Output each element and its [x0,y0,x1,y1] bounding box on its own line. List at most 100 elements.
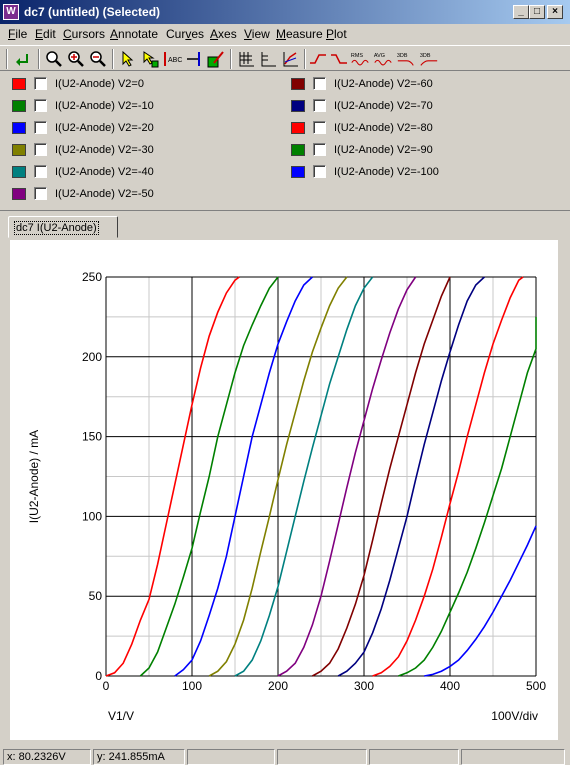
status-cell [369,749,459,765]
plot-panel[interactable]: 0 100 200 300 400 500 0 50 100 150 200 250 I(U2-Anod… [10,240,558,740]
cursor-y-readout: y: 241.855mA [93,749,185,765]
app-logo-icon[interactable]: W [3,4,19,20]
legend-label: I(U2-Anode) V2=-70 [334,100,433,112]
legend-color-swatch[interactable] [12,78,26,90]
menu-annotate[interactable]: Annotate [110,27,159,41]
status-cell [187,749,275,765]
x-scale-label: 100V/div [491,709,538,723]
marker-line-icon[interactable] [184,49,204,69]
zoom-fit-icon[interactable] [44,49,64,69]
3db-label: 3DB [420,53,431,59]
rms-button[interactable]: RMS [350,49,372,69]
curve-v2-9[interactable] [398,316,537,677]
legend-checkbox[interactable] [313,99,326,112]
curve-v2-3[interactable] [208,276,348,677]
status-cell [277,749,367,765]
cursor-icon[interactable] [118,49,138,69]
toolbar: ABC RMS AVG 3DB 3DB [0,45,570,71]
legend-color-swatch[interactable] [291,166,305,178]
edit-curve-icon[interactable] [206,49,226,69]
zoom-out-icon[interactable] [88,49,108,69]
legend-checkbox[interactable] [34,165,47,178]
menu-view[interactable]: View [244,27,270,41]
x-axis-label: V1/V [108,709,134,723]
label-abc-icon[interactable]: ABC [162,49,182,69]
legend-checkbox[interactable] [34,143,47,156]
curve-v2-10[interactable] [424,525,537,677]
x-tick-label: 400 [440,679,460,693]
graph-icon[interactable] [280,49,300,69]
cursor-x-readout: x: 80.2326V [3,749,91,765]
curve-v2-1[interactable] [139,276,279,677]
legend-color-swatch[interactable] [291,144,305,156]
legend-label: I(U2-Anode) V2=-80 [334,122,433,134]
toolbar-separator [304,49,306,69]
axes-icon[interactable] [258,49,278,69]
menu-axes[interactable]: Axes [210,27,237,41]
curve-v2-8[interactable] [372,276,524,677]
curve-legend: I(U2-Anode) V2=0 I(U2-Anode) V2=-10 I(U2-A… [4,70,564,204]
rms-label: RMS [351,53,363,59]
legend-label: I(U2-Anode) V2=-60 [334,78,433,90]
legend-label: I(U2-Anode) V2=-100 [334,166,439,178]
x-tick-label: 500 [526,679,546,693]
cursor-copy-icon[interactable] [140,49,160,69]
minimize-button[interactable]: _ [513,5,529,19]
curve-v2-5[interactable] [277,276,417,677]
legend-color-swatch[interactable] [12,100,26,112]
3db-low-button[interactable]: 3DB [419,49,441,69]
tab-label: dc7 I(U2-Anode) [14,221,99,235]
undo-arrow-icon[interactable] [12,49,32,69]
avg-label: AVG [374,53,385,59]
iv-curve-chart[interactable]: 0 100 200 300 400 500 0 50 100 150 200 250 I(U2-Anod… [10,240,558,740]
legend-color-swatch[interactable] [12,122,26,134]
legend-checkbox[interactable] [34,77,47,90]
y-tick-label: 100 [82,509,102,523]
curve-v2-4[interactable] [234,276,374,677]
y-tick-label: 0 [95,669,102,683]
menu-measure[interactable]: Measure [276,27,323,41]
avg-button[interactable]: AVG [373,49,395,69]
title-bar: W dc7 (untitled) (Selected) _ □ × [0,0,570,24]
legend-color-swatch[interactable] [291,100,305,112]
legend-color-swatch[interactable] [12,188,26,200]
curve-v2-2[interactable] [174,276,313,677]
curve-v2-7[interactable] [337,276,485,677]
legend-checkbox[interactable] [313,77,326,90]
menu-cursors[interactable]: Cursors [63,27,106,41]
menu-file[interactable]: File [8,27,28,41]
legend-checkbox[interactable] [34,99,47,112]
window-title: dc7 (untitled) (Selected) [24,5,161,19]
legend-color-swatch[interactable] [12,166,26,178]
legend-checkbox[interactable] [313,165,326,178]
legend-checkbox[interactable] [34,187,47,200]
rise-time-icon[interactable] [308,49,328,69]
legend-checkbox[interactable] [34,121,47,134]
fall-time-icon[interactable] [329,49,349,69]
tab-bar: dc7 I(U2-Anode) [0,210,570,238]
axes-grid-icon[interactable] [236,49,256,69]
x-tick-label: 300 [354,679,374,693]
tab-dc7-i-u2-anode[interactable]: dc7 I(U2-Anode) [8,216,118,238]
legend-color-swatch[interactable] [291,122,305,134]
maximize-button[interactable]: □ [529,5,545,19]
x-tick-label: 0 [103,679,110,693]
menu-plot[interactable]: Plot [326,27,347,41]
zoom-in-icon[interactable] [66,49,86,69]
legend-color-swatch[interactable] [291,78,305,90]
y-tick-label: 150 [82,430,102,444]
menu-curves[interactable]: Curves [166,27,205,41]
curve-v2-6[interactable] [312,276,451,677]
menu-edit[interactable]: Edit [35,27,56,41]
toolbar-separator [230,49,232,69]
3db-high-button[interactable]: 3DB [396,49,418,69]
legend-label: I(U2-Anode) V2=-40 [55,166,154,178]
toolbar-separator [38,49,40,69]
legend-checkbox[interactable] [313,143,326,156]
legend-color-swatch[interactable] [12,144,26,156]
toolbar-separator [6,49,8,69]
curve-v2-0[interactable] [105,276,240,677]
legend-checkbox[interactable] [313,121,326,134]
svg-text:ABC: ABC [168,57,182,64]
close-button[interactable]: × [547,5,563,19]
